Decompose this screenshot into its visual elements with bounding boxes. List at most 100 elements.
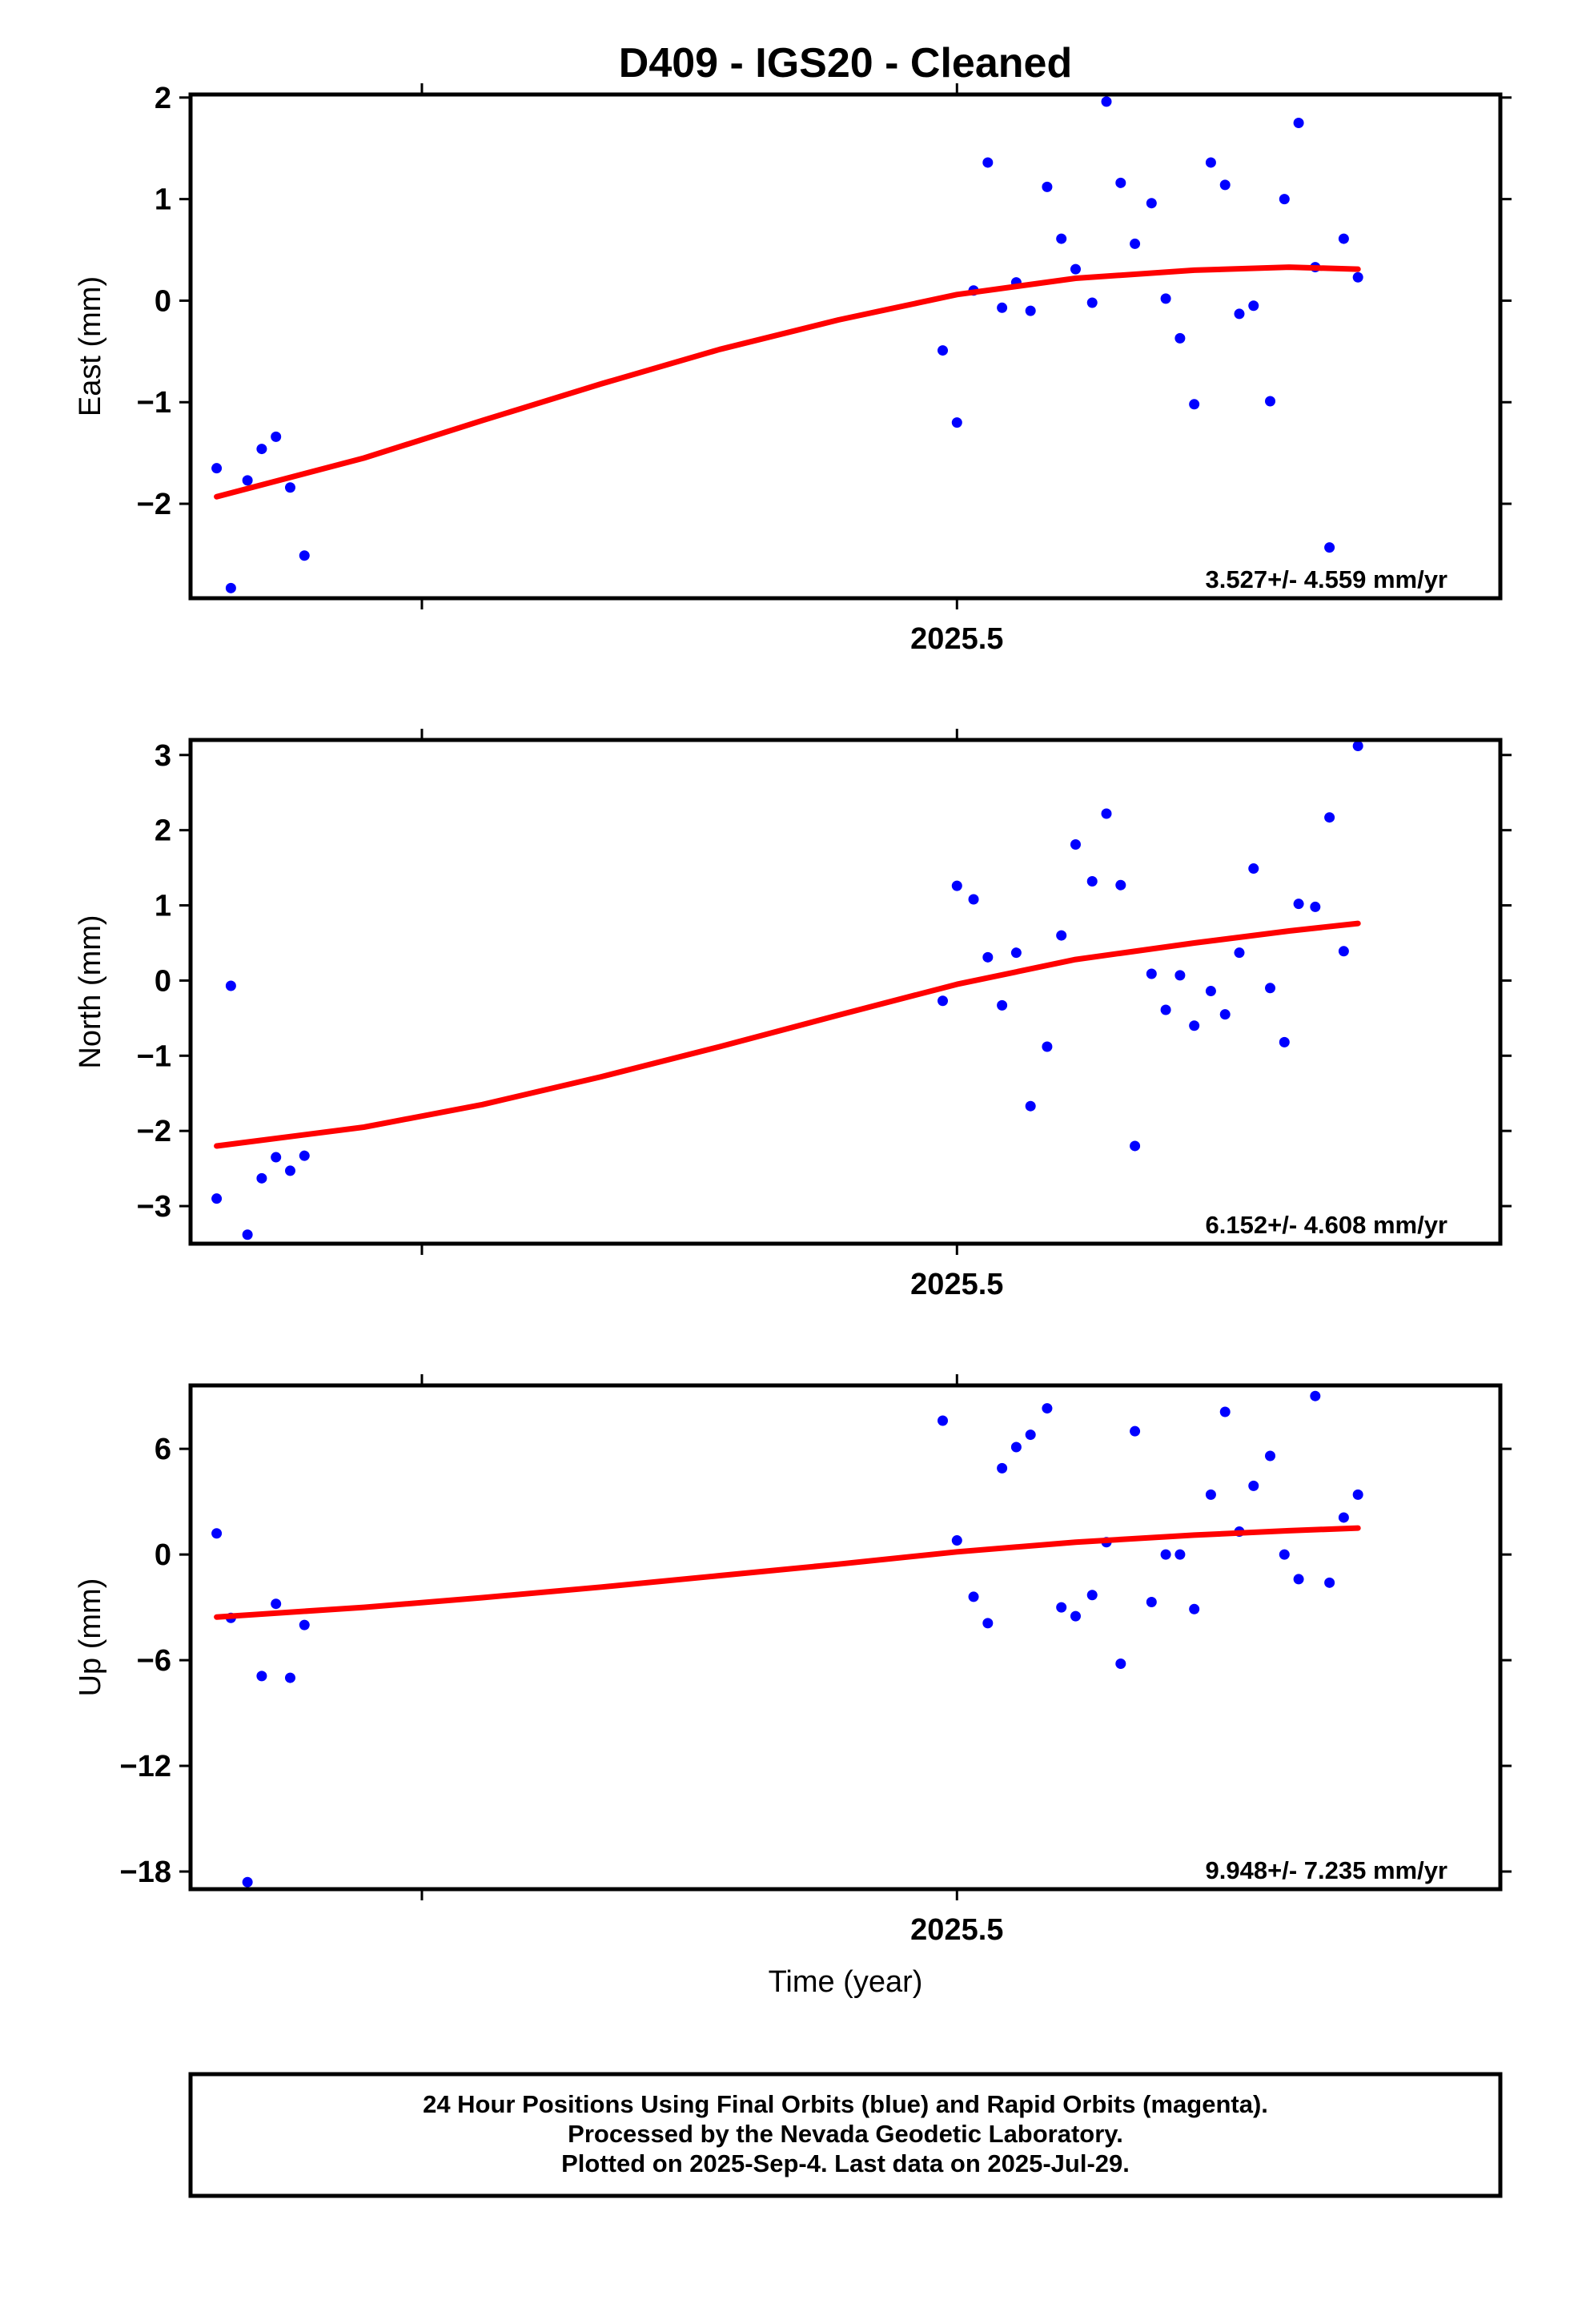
data-point [1101, 808, 1112, 819]
data-point [1146, 968, 1157, 979]
data-point [1293, 118, 1304, 129]
data-layer [211, 1390, 1363, 1888]
data-point [1189, 1603, 1200, 1614]
y-tick-label: −6 [137, 1644, 171, 1678]
x-tick-label: 2025.5 [910, 622, 1003, 656]
data-point [1338, 233, 1349, 244]
y-axis-label: Up (mm) [74, 1578, 107, 1697]
data-point [1115, 879, 1126, 891]
data-point [1115, 177, 1126, 188]
data-point [1174, 332, 1186, 344]
data-point [1042, 181, 1053, 192]
data-point [1070, 1610, 1081, 1622]
y-tick-label: −1 [137, 386, 171, 420]
data-point [982, 951, 994, 963]
rate-annotation: 6.152+/- 4.608 mm/yr [1206, 1211, 1447, 1239]
data-point [1352, 741, 1363, 752]
data-point [1160, 1549, 1171, 1560]
y-tick-label: −1 [137, 1039, 171, 1073]
data-point [951, 1535, 962, 1546]
data-point [1205, 1489, 1216, 1500]
data-point [1219, 179, 1231, 191]
y-tick-label: 1 [155, 183, 171, 217]
caption-line-1: 24 Hour Positions Using Final Orbits (bl… [423, 2090, 1268, 2118]
data-point [1248, 863, 1259, 875]
data-point [1160, 293, 1171, 304]
data-point [1324, 1577, 1335, 1588]
data-point [284, 1672, 295, 1683]
data-point [242, 475, 253, 486]
fit-line [214, 1525, 1361, 1620]
data-point [997, 302, 1008, 313]
data-point [1205, 986, 1216, 997]
data-point [1086, 1590, 1098, 1601]
data-point [1056, 930, 1067, 941]
data-point [1056, 233, 1067, 244]
data-point [1025, 305, 1036, 316]
data-point [1174, 1549, 1186, 1560]
data-point [1279, 194, 1290, 205]
y-tick-label: −3 [137, 1190, 171, 1224]
y-tick-label: 3 [155, 739, 171, 773]
data-point [1338, 946, 1349, 957]
data-point [1219, 1009, 1231, 1020]
data-point [951, 880, 962, 891]
data-point [1189, 1020, 1200, 1031]
panel-up: 6 0 −6 −12 −18 2025.5 Up (mm) 9.948+/- 7.235 mm… [74, 1374, 1512, 1947]
data-point [1219, 1406, 1231, 1417]
data-point [1248, 1480, 1259, 1491]
data-point [1265, 983, 1276, 994]
data-point [211, 1193, 223, 1204]
caption-line-2: Processed by the Nevada Geodetic Laborat… [568, 2120, 1123, 2148]
data-point [1293, 1574, 1304, 1585]
data-point [968, 1591, 979, 1602]
data-layer [211, 96, 1363, 593]
data-point [951, 417, 962, 428]
data-point [1265, 1450, 1276, 1462]
y-tick-label: −2 [137, 488, 171, 521]
data-point [997, 999, 1008, 1011]
data-point [225, 582, 236, 593]
data-point [1234, 308, 1245, 320]
data-point [1146, 198, 1157, 209]
data-point [271, 1598, 282, 1610]
data-point [982, 1618, 994, 1629]
data-point [1115, 1658, 1126, 1669]
data-point [1352, 1489, 1363, 1500]
data-point [1130, 238, 1141, 249]
plot-frame [188, 1383, 1503, 1892]
data-point [1086, 875, 1098, 887]
caption-line-3: Plotted on 2025-Sep-4. Last data on 2025… [561, 2149, 1130, 2177]
data-point [938, 345, 949, 356]
y-tick-label: 6 [155, 1433, 171, 1466]
x-tick-label: 2025.5 [910, 1268, 1003, 1301]
data-point [1338, 1512, 1349, 1523]
y-tick-label: −18 [120, 1856, 171, 1889]
data-layer [211, 741, 1363, 1240]
data-point [299, 550, 310, 561]
data-point [242, 1229, 253, 1240]
data-point [1324, 542, 1335, 553]
data-point [1025, 1100, 1036, 1112]
data-point [1070, 838, 1081, 850]
x-axis-label: Time (year) [769, 1965, 923, 1999]
data-point [284, 482, 295, 493]
data-point [1070, 263, 1081, 275]
data-point [1234, 947, 1245, 959]
data-point [1279, 1036, 1290, 1047]
plot-frame [188, 92, 1503, 601]
data-point [1042, 1041, 1053, 1052]
data-point [1205, 157, 1216, 168]
data-point [256, 1172, 267, 1184]
data-point [256, 1671, 267, 1682]
y-axis-label: North (mm) [74, 915, 107, 1068]
data-point [1101, 96, 1112, 107]
data-point [1265, 396, 1276, 407]
data-point [1042, 1403, 1053, 1414]
panel-north: 3 2 1 0 −1 −2 −3 2025.5 North (mm) 6.152+/- 4.608… [74, 729, 1512, 1301]
data-point [1352, 271, 1363, 283]
data-point [1248, 300, 1259, 312]
data-point [968, 894, 979, 905]
data-point [211, 463, 223, 474]
data-point [1025, 1429, 1036, 1441]
